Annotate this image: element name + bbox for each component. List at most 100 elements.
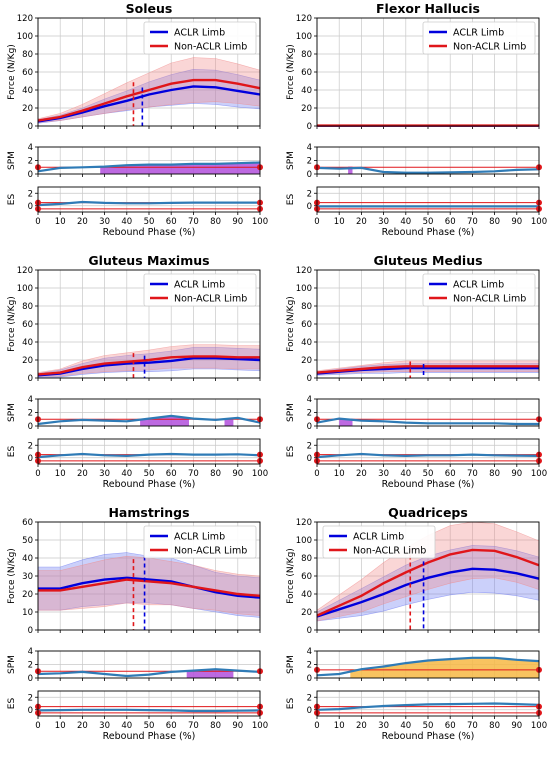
y-tick-label: 2 xyxy=(307,441,312,451)
series-line-non-aclr xyxy=(316,365,539,374)
y-axis-label: Force (N/Kg) xyxy=(7,44,17,100)
y-axis-label: Force (N/Kg) xyxy=(286,296,296,352)
chart-title: Quadriceps xyxy=(388,505,468,520)
axes-frame xyxy=(316,521,540,631)
y-tick-label: 120 xyxy=(296,266,312,276)
y-tick-label: 60 xyxy=(301,320,312,330)
y-axis-label: ES xyxy=(286,446,296,458)
y-tick-label: 0 xyxy=(307,674,312,684)
x-tick-label: 70 xyxy=(467,469,478,479)
y-tick-label: 0 xyxy=(28,674,33,684)
legend: ACLR Limb Non-ACLR Limb xyxy=(143,21,257,55)
x-tick-label: 0 xyxy=(35,721,40,731)
legend-box xyxy=(422,273,536,307)
y-tick-label: 4 xyxy=(307,395,312,405)
x-tick-label: 30 xyxy=(99,721,110,731)
legend-entry: Non-ACLR Limb xyxy=(174,546,247,557)
x-tick-label: 100 xyxy=(531,217,547,227)
x-tick-label: 50 xyxy=(144,721,155,731)
x-tick-label: 20 xyxy=(77,721,88,731)
axes-frame xyxy=(37,17,261,127)
series-line-aclr xyxy=(38,576,261,599)
x-tick-label: 50 xyxy=(144,217,155,227)
x-tick-label: 30 xyxy=(99,469,110,479)
x-tick-label: 60 xyxy=(166,721,177,731)
y-tick-label: 2 xyxy=(28,189,33,199)
x-tick-label: 0 xyxy=(35,217,40,227)
x-tick-label: 50 xyxy=(423,721,434,731)
axes-frame xyxy=(37,521,261,631)
y-axis-label: SPM xyxy=(7,403,17,422)
legend-entry: ACLR Limb xyxy=(353,532,404,543)
y-tick-label: 100 xyxy=(17,284,33,294)
y-tick-label: 0 xyxy=(307,202,312,212)
x-tick-label: 90 xyxy=(511,721,522,731)
series-line-non-aclr xyxy=(37,78,261,122)
x-tick-label: 60 xyxy=(445,217,456,227)
y-tick-label: 40 xyxy=(301,338,312,348)
es-curve xyxy=(37,452,261,459)
axes-frame xyxy=(316,269,540,379)
y-tick-label: 50 xyxy=(22,536,33,546)
legend-entry: ACLR Limb xyxy=(174,532,225,543)
axes-frame xyxy=(316,438,540,465)
x-tick-label: 90 xyxy=(511,217,522,227)
axes-frame xyxy=(37,186,261,213)
y-axis-label: SPM xyxy=(7,151,17,170)
x-tick-label: 20 xyxy=(356,217,367,227)
x-tick-label: 60 xyxy=(445,469,456,479)
y-tick-label: 40 xyxy=(22,338,33,348)
x-tick-label: 80 xyxy=(489,217,500,227)
y-tick-label: 0 xyxy=(28,374,33,384)
y-tick-label: 20 xyxy=(301,608,312,618)
y-tick-label: 20 xyxy=(301,356,312,366)
y-tick-label: 80 xyxy=(301,50,312,60)
legend: ACLR Limb Non-ACLR Limb xyxy=(143,273,257,307)
y-tick-label: 2 xyxy=(28,409,33,419)
x-tick-label: 70 xyxy=(188,469,199,479)
spm-curve xyxy=(37,668,261,678)
es-curve xyxy=(37,708,261,713)
axes-frame xyxy=(37,398,261,427)
es-curve xyxy=(316,452,540,459)
x-tick-label: 90 xyxy=(232,721,243,731)
y-axis-label: Force (N/Kg) xyxy=(7,548,17,604)
x-tick-label: 70 xyxy=(467,217,478,227)
x-tick-label: 40 xyxy=(121,469,132,479)
y-axis-label: ES xyxy=(7,194,17,206)
series-line-aclr xyxy=(316,567,540,618)
legend: ACLR Limb Non-ACLR Limb xyxy=(322,525,436,559)
axes-frame xyxy=(37,438,261,465)
legend-entry: Non-ACLR Limb xyxy=(353,546,426,557)
legend-box xyxy=(322,525,436,559)
y-tick-label: 0 xyxy=(28,454,33,464)
y-tick-label: 20 xyxy=(301,104,312,114)
y-axis-label: SPM xyxy=(286,403,296,422)
y-tick-label: 80 xyxy=(301,302,312,312)
y-tick-label: 2 xyxy=(28,441,33,451)
y-tick-label: 0 xyxy=(28,202,33,212)
y-tick-label: 0 xyxy=(307,422,312,432)
series-line-aclr xyxy=(37,85,261,123)
y-tick-label: 60 xyxy=(22,68,33,78)
x-tick-label: 10 xyxy=(55,217,66,227)
y-axis-label: SPM xyxy=(7,655,17,674)
x-tick-label: 100 xyxy=(531,469,547,479)
chart-title: Gluteus Medius xyxy=(373,253,482,268)
series-line-aclr xyxy=(37,357,261,377)
y-tick-label: 2 xyxy=(307,157,312,167)
y-tick-label: 10 xyxy=(22,608,33,618)
x-tick-label: 40 xyxy=(400,721,411,731)
legend-box xyxy=(422,21,536,55)
y-tick-label: 4 xyxy=(28,647,33,657)
y-tick-label: 80 xyxy=(22,302,33,312)
y-tick-label: 80 xyxy=(301,554,312,564)
x-tick-label: 0 xyxy=(314,217,319,227)
y-tick-label: 4 xyxy=(28,143,33,153)
y-axis-label: SPM xyxy=(286,655,296,674)
x-tick-label: 100 xyxy=(252,469,268,479)
axes-frame xyxy=(316,398,540,427)
y-tick-label: 120 xyxy=(296,518,312,528)
panel-gluteus-medius: Gluteus Medius 0 20 40 60 80 100 120 Force (N/Kg… xyxy=(286,253,547,490)
